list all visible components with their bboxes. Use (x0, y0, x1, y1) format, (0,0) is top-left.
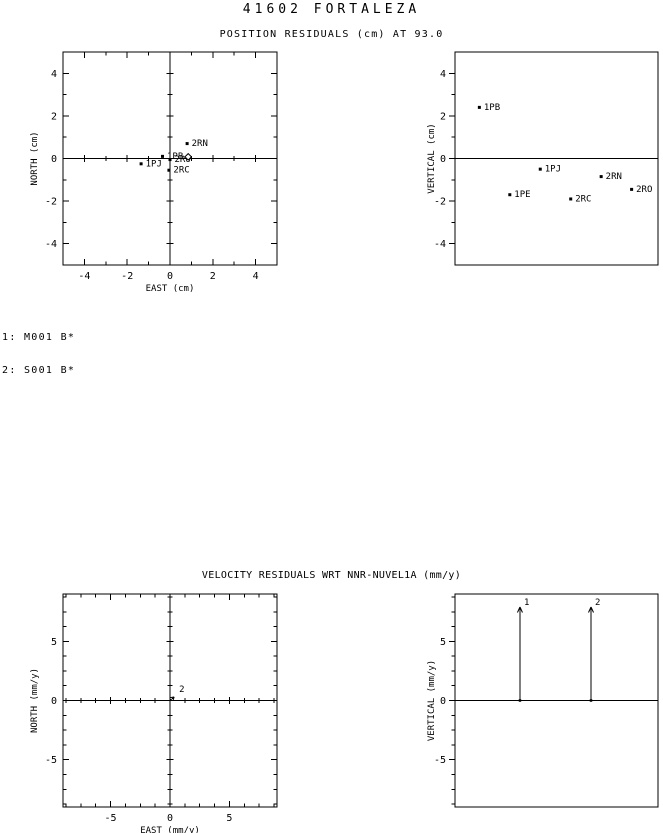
y-tick-label: 2 (51, 111, 57, 122)
data-point-label: 1PJ (545, 165, 561, 175)
x-tick-label: 0 (167, 813, 173, 824)
legend-line-2: 2: S001 B* (2, 365, 76, 376)
y-tick-label: 0 (440, 696, 446, 707)
y-tick-label: -4 (434, 239, 446, 250)
data-point-label: 2RC (575, 194, 591, 204)
y-axis-title: VERTICAL (mm/y) (427, 660, 437, 741)
solution-legend: 1: M001 B* 2: S001 B* (2, 310, 75, 398)
data-point-label: 2RO (636, 185, 652, 195)
vector-arrowhead (172, 696, 175, 701)
y-tick-label: 2 (440, 111, 446, 122)
data-point-label: 1PB (484, 103, 500, 113)
y-tick-label: 0 (51, 696, 57, 707)
y-tick-label: -5 (45, 755, 57, 766)
x-tick-label: 4 (253, 271, 259, 282)
page-title: 41602 FORTALEZA (242, 2, 421, 17)
velocity-north-east-plot: -5 0 5 5 0 -5 EAST (mm/y) NORTH (mm/y) 2 (30, 593, 278, 833)
y-axis-title: NORTH (cm) (30, 131, 40, 185)
x-tick-label: -4 (78, 271, 90, 282)
y-tick-label: 5 (440, 637, 446, 648)
x-tick-label: 5 (226, 813, 232, 824)
y-tick-label: 5 (51, 637, 57, 648)
position-residuals-title: POSITION RESIDUALS (cm) AT 93.0 (219, 29, 444, 40)
data-point (630, 187, 634, 191)
data-point-label: 1PB (167, 152, 183, 162)
vector-label: 1 (524, 598, 529, 608)
vector-label: 2 (179, 685, 184, 695)
x-tick-label: -2 (121, 271, 133, 282)
y-axis-title: VERTICAL (cm) (427, 123, 437, 193)
y-tick-label: -4 (45, 239, 57, 250)
data-point (538, 167, 542, 171)
y-tick-label: 0 (440, 154, 446, 165)
vector-arrowhead (517, 606, 521, 613)
velocity-vertical-plot: 5 0 -5 VERTICAL (mm/y) 1 2 (427, 593, 659, 808)
data-point (168, 158, 172, 162)
vector-arrowhead (170, 696, 175, 699)
data-point (569, 197, 573, 201)
data-point (185, 142, 189, 146)
data-point (161, 154, 165, 158)
x-tick-label: 2 (210, 271, 216, 282)
vector-arrowhead (590, 606, 594, 613)
y-tick-label: -2 (434, 197, 446, 208)
data-point (599, 175, 603, 179)
velocity-residuals-title: VELOCITY RESIDUALS WRT NNR-NUVEL1A (mm/y… (201, 570, 462, 581)
legend-line-1: 1: M001 B* (2, 332, 76, 343)
position-vertical-plot: 4 2 0 -2 -4 VERTICAL (cm) 1PB 1PE 1PJ 2RC 2RN 2RO (427, 51, 659, 266)
y-tick-label: 0 (51, 154, 57, 165)
data-point (477, 105, 481, 109)
position-north-east-plot: -4 -2 0 2 4 4 2 0 -2 -4 EAST (cm) NORTH (cm) 1PB2RO2… (30, 51, 278, 294)
y-tick-label: -5 (434, 755, 446, 766)
y-tick-label: 4 (440, 69, 446, 80)
y-tick-label: -2 (45, 197, 57, 208)
vector-arrowhead (519, 606, 523, 613)
vector-arrowhead (588, 606, 592, 613)
data-point-diamond (184, 152, 193, 161)
data-point (508, 193, 512, 197)
data-point-label: 2RC (173, 166, 189, 176)
data-point-label: 2RN (192, 139, 208, 149)
data-point-label: 2RO (175, 155, 191, 165)
data-point-label: 2RN (606, 172, 622, 182)
x-tick-label: -5 (105, 813, 117, 824)
x-tick-label: 0 (167, 271, 173, 282)
vector-label: 2 (595, 598, 600, 608)
y-tick-label: 4 (51, 69, 57, 80)
data-point (167, 168, 171, 172)
x-axis-title: EAST (cm) (146, 284, 195, 294)
y-axis-title: NORTH (mm/y) (30, 668, 40, 733)
data-point-label: 1PE (514, 190, 530, 200)
data-point (139, 162, 143, 166)
x-axis-title: EAST (mm/y) (140, 826, 200, 833)
data-point-label: 1PJ (146, 159, 162, 169)
